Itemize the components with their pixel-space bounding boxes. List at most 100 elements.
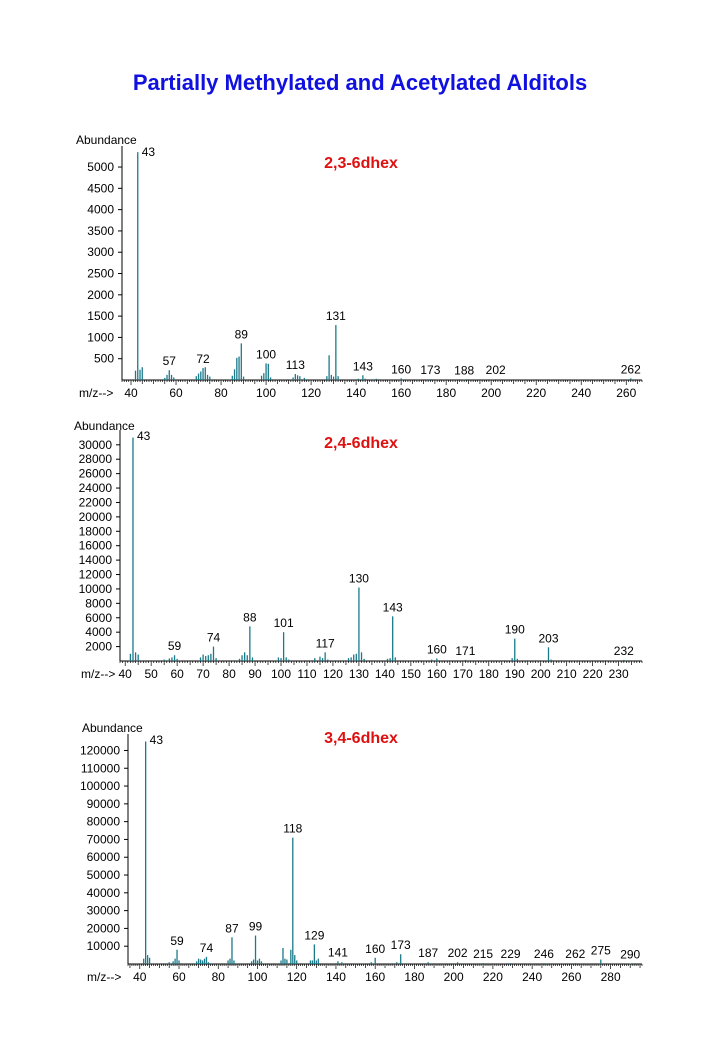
peak-label: 143 — [383, 600, 403, 614]
x-tick-label: 80 — [212, 970, 226, 984]
y-tick-label: 40000 — [87, 886, 121, 900]
peak-label: 141 — [328, 945, 348, 959]
y-tick-label: 110000 — [81, 761, 120, 775]
y-tick-label: 26000 — [79, 467, 113, 481]
peak-label: 89 — [235, 327, 249, 341]
peak-label: 131 — [326, 309, 346, 323]
peak-label: 173 — [420, 363, 440, 377]
x-tick-label: 70 — [196, 667, 210, 681]
x-tick-label: 140 — [326, 970, 346, 984]
x-axis-label: m/z--> — [79, 386, 113, 400]
y-tick-label: 5000 — [87, 160, 114, 174]
peak-label: 275 — [591, 944, 611, 958]
x-tick-label: 220 — [483, 970, 503, 984]
x-tick-label: 40 — [119, 667, 133, 681]
peak-label: 202 — [448, 946, 468, 960]
page-title: Partially Methylated and Acetylated Aldi… — [132, 70, 588, 95]
y-tick-label: 3000 — [87, 245, 114, 259]
y-tick-label: 80000 — [87, 815, 121, 829]
x-tick-label: 210 — [557, 667, 577, 681]
y-tick-label: 24000 — [79, 481, 113, 495]
y-tick-label: 18000 — [79, 524, 113, 538]
x-tick-label: 230 — [609, 667, 629, 681]
peak-label: 43 — [137, 429, 151, 443]
y-tick-label: 4000 — [87, 203, 114, 217]
peak-label: 215 — [473, 947, 493, 961]
peak-label: 190 — [505, 623, 525, 637]
y-tick-label: 30000 — [87, 904, 121, 918]
x-tick-label: 220 — [583, 667, 603, 681]
spectrum-panel-2: Abundance 2,4-6dhex 2000 4000 6000 8000 10000 1… — [0, 412, 720, 694]
peak-label: 59 — [170, 934, 184, 948]
x-tick-label: 190 — [505, 667, 525, 681]
peak-label: 99 — [249, 920, 263, 934]
peak-label: 43 — [142, 145, 156, 159]
x-tick-label: 120 — [323, 667, 343, 681]
x-tick-label: 160 — [365, 970, 385, 984]
peak-label: 290 — [620, 947, 640, 961]
x-tick-label: 140 — [346, 386, 366, 400]
peak-label: 160 — [427, 642, 447, 656]
x-tick-label: 100 — [256, 386, 276, 400]
peak-label: 117 — [316, 636, 335, 650]
y-tick-label: 14000 — [79, 553, 113, 567]
y-tick-label: 2000 — [87, 288, 114, 302]
spectrum-panel-1: Abundance 2,3-6dhex 500 1000 1500 2000 2500 300… — [0, 132, 720, 402]
x-tick-label: 160 — [391, 386, 411, 400]
y-tick-label: 4500 — [87, 181, 114, 195]
peak-label: 229 — [501, 947, 521, 961]
y-tick-label: 500 — [94, 352, 114, 366]
peak-label: 59 — [168, 639, 182, 653]
x-tick-label: 50 — [144, 667, 158, 681]
y-tick-label: 8000 — [85, 596, 112, 610]
peak-label: 232 — [614, 644, 634, 658]
y-axis-label: Abundance — [82, 721, 143, 735]
peak-label: 202 — [486, 363, 506, 377]
x-tick-label: 150 — [401, 667, 421, 681]
peak-label: 72 — [196, 352, 210, 366]
y-tick-label: 4000 — [85, 625, 112, 639]
spectrum-chart-3: Abundance 3,4-6dhex 10000 20000 30000 40000 50… — [80, 721, 643, 984]
peak-label: 160 — [391, 362, 411, 376]
spectrum-chart-2: Abundance2,4-6dhex2000400060008000100001… — [74, 419, 643, 681]
x-tick-label: 80 — [222, 667, 236, 681]
spectrum-title: 3,4-6dhex — [324, 730, 398, 747]
x-tick-label: 180 — [436, 386, 456, 400]
spectrum-title: 2,4-6dhex — [324, 435, 398, 452]
y-tick-label: 3500 — [87, 224, 114, 238]
x-tick-label: 260 — [616, 386, 636, 400]
x-tick-label: 180 — [404, 970, 424, 984]
y-tick-label: 20000 — [87, 921, 121, 935]
x-tick-label: 90 — [248, 667, 262, 681]
x-tick-label: 220 — [526, 386, 546, 400]
x-tick-label: 140 — [375, 667, 395, 681]
peak-label: 262 — [565, 947, 585, 961]
x-tick-label: 110 — [297, 667, 316, 681]
x-tick-label: 40 — [124, 386, 138, 400]
y-tick-label: 6000 — [85, 611, 112, 625]
peak-label: 113 — [286, 358, 305, 372]
x-tick-label: 60 — [169, 386, 183, 400]
peak-label: 173 — [391, 938, 411, 952]
y-tick-label: 22000 — [79, 495, 113, 509]
y-tick-label: 60000 — [87, 850, 121, 864]
x-tick-label: 120 — [287, 970, 307, 984]
peak-label: 262 — [621, 362, 641, 376]
y-tick-label: 1000 — [87, 330, 114, 344]
peak-label: 130 — [349, 571, 369, 585]
peak-label: 101 — [274, 616, 294, 630]
y-tick-label: 1500 — [87, 309, 114, 323]
x-axis-label: m/z--> — [87, 970, 121, 984]
peak-label: 88 — [243, 610, 257, 624]
peak-label: 118 — [283, 822, 302, 836]
y-tick-label: 16000 — [79, 539, 113, 553]
peak-label: 87 — [225, 921, 239, 935]
peak-label: 160 — [365, 942, 385, 956]
x-tick-label: 100 — [247, 970, 267, 984]
x-tick-label: 130 — [349, 667, 369, 681]
x-tick-label: 180 — [479, 667, 499, 681]
peak-label: 171 — [455, 644, 475, 658]
x-tick-label: 160 — [427, 667, 447, 681]
x-tick-label: 280 — [601, 970, 621, 984]
peak-label: 203 — [538, 631, 558, 645]
